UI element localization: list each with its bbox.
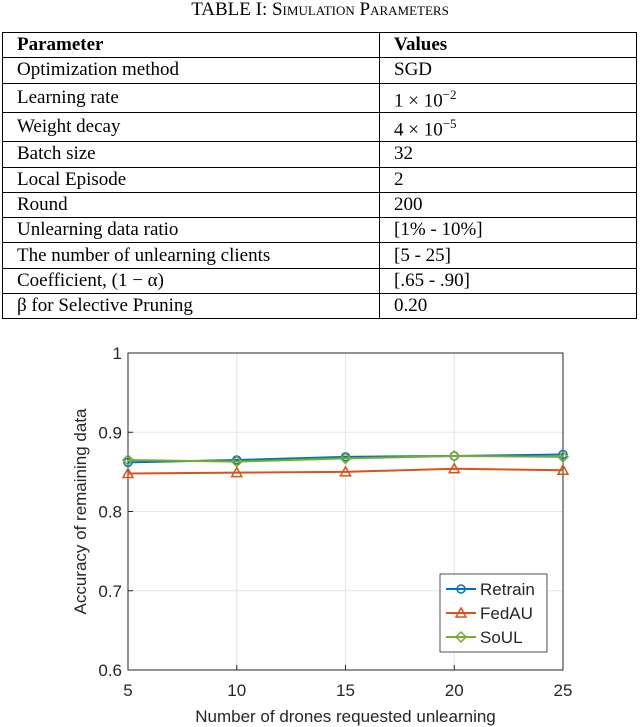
table-row: Batch size 32	[2, 141, 637, 168]
marker	[456, 584, 466, 594]
x-tick-label: 25	[554, 681, 573, 700]
table-row: Local Episode 2	[2, 166, 637, 193]
cell-exponent: −5	[442, 115, 457, 131]
y-tick-label: 0.9	[98, 423, 122, 442]
header-cell: Values	[379, 31, 637, 59]
table-cell: [5 - 25]	[379, 242, 637, 269]
table-cell: 2	[379, 166, 637, 193]
table-cell: β for Selective Pruning	[2, 293, 380, 320]
series-line	[127, 455, 564, 463]
marker	[230, 466, 244, 478]
marker	[558, 449, 568, 460]
marker	[230, 455, 243, 468]
table-cell: Batch size	[2, 141, 380, 168]
table: Parameter Values Optimization method SGD Lea…	[2, 31, 637, 320]
cell-text: 4 × 10	[394, 119, 443, 141]
table-title: TABLE I: Simulation Parameters	[191, 0, 449, 20]
chart: 5 10 15 20 25 0.6 0.7 0.8 0.9 1 Number of drones r…	[71, 344, 573, 726]
x-tick-label: 15	[336, 681, 355, 700]
marker	[121, 453, 135, 467]
x-tick-label: 5	[123, 681, 132, 700]
legend-label: FedAU	[480, 604, 533, 623]
header-cell: Parameter	[2, 31, 380, 59]
marker	[454, 630, 468, 644]
marker	[121, 466, 135, 479]
table-row: Coefficient, (1 − α) [.65 - .90]	[2, 267, 637, 295]
table-row: Learning rate 1 × 10−2	[2, 82, 637, 113]
marker	[448, 449, 461, 463]
series-line	[127, 467, 564, 475]
table-row: Weight decay 4 × 10−5	[2, 111, 637, 143]
x-tick-label: 10	[227, 681, 246, 700]
table-row: The number of unlearning clients [5 - 25]	[2, 242, 637, 269]
table-row: Optimization method SGD	[2, 57, 637, 84]
marker	[556, 450, 570, 463]
table-cell: 0.20	[379, 293, 637, 320]
marker	[339, 452, 352, 465]
marker	[123, 457, 133, 468]
y-tick-label: 0.6	[98, 661, 122, 680]
legend-label: Retrain	[480, 580, 535, 599]
y-tick-label: 0.8	[98, 503, 122, 522]
table-cell: The number of unlearning clients	[2, 242, 380, 269]
marker	[447, 462, 461, 474]
table-cell: Local Episode	[2, 166, 380, 193]
table-row: β for Selective Pruning 0.20	[2, 293, 637, 320]
table-row: Unlearning data ratio [1% - 10%]	[2, 217, 637, 244]
table-cell: Unlearning data ratio	[2, 217, 380, 244]
table-cell: [.65 - .90]	[379, 267, 637, 295]
table-cell: Round	[2, 191, 380, 219]
x-tick-label: 20	[445, 681, 464, 700]
table-cell: Optimization method	[2, 57, 380, 84]
table-cell: SGD	[379, 57, 637, 84]
table-row: Round 200	[2, 191, 637, 219]
marker	[454, 606, 468, 618]
y-axis-label: Accuracy of remaining data	[71, 408, 90, 615]
plot-frame	[127, 352, 564, 671]
table-cell: 1 × 10−2	[379, 82, 637, 113]
y-tick-label: 1	[113, 344, 122, 363]
x-axis-label: Number of drones requested unlearning	[195, 707, 496, 726]
table-body: Parameter Values Optimization method SGD Lea…	[2, 31, 637, 320]
header-row: Parameter Values	[2, 31, 637, 59]
table-cell: Weight decay	[2, 111, 380, 143]
table-cell: 4 × 10−5	[379, 111, 637, 143]
cell-exponent: −2	[442, 86, 457, 102]
table-cell: [1% - 10%]	[379, 217, 637, 244]
table-cell: Coefficient, (1 − α)	[2, 267, 380, 295]
table-cell: Learning rate	[2, 82, 380, 113]
marker	[339, 465, 352, 477]
legend-label: SoUL	[480, 628, 523, 647]
table-cell: 200	[379, 191, 637, 219]
marker	[556, 463, 570, 476]
y-tick-label: 0.7	[98, 582, 122, 601]
cell-text: 1 × 10	[394, 89, 443, 111]
table-cell: 32	[379, 141, 637, 168]
